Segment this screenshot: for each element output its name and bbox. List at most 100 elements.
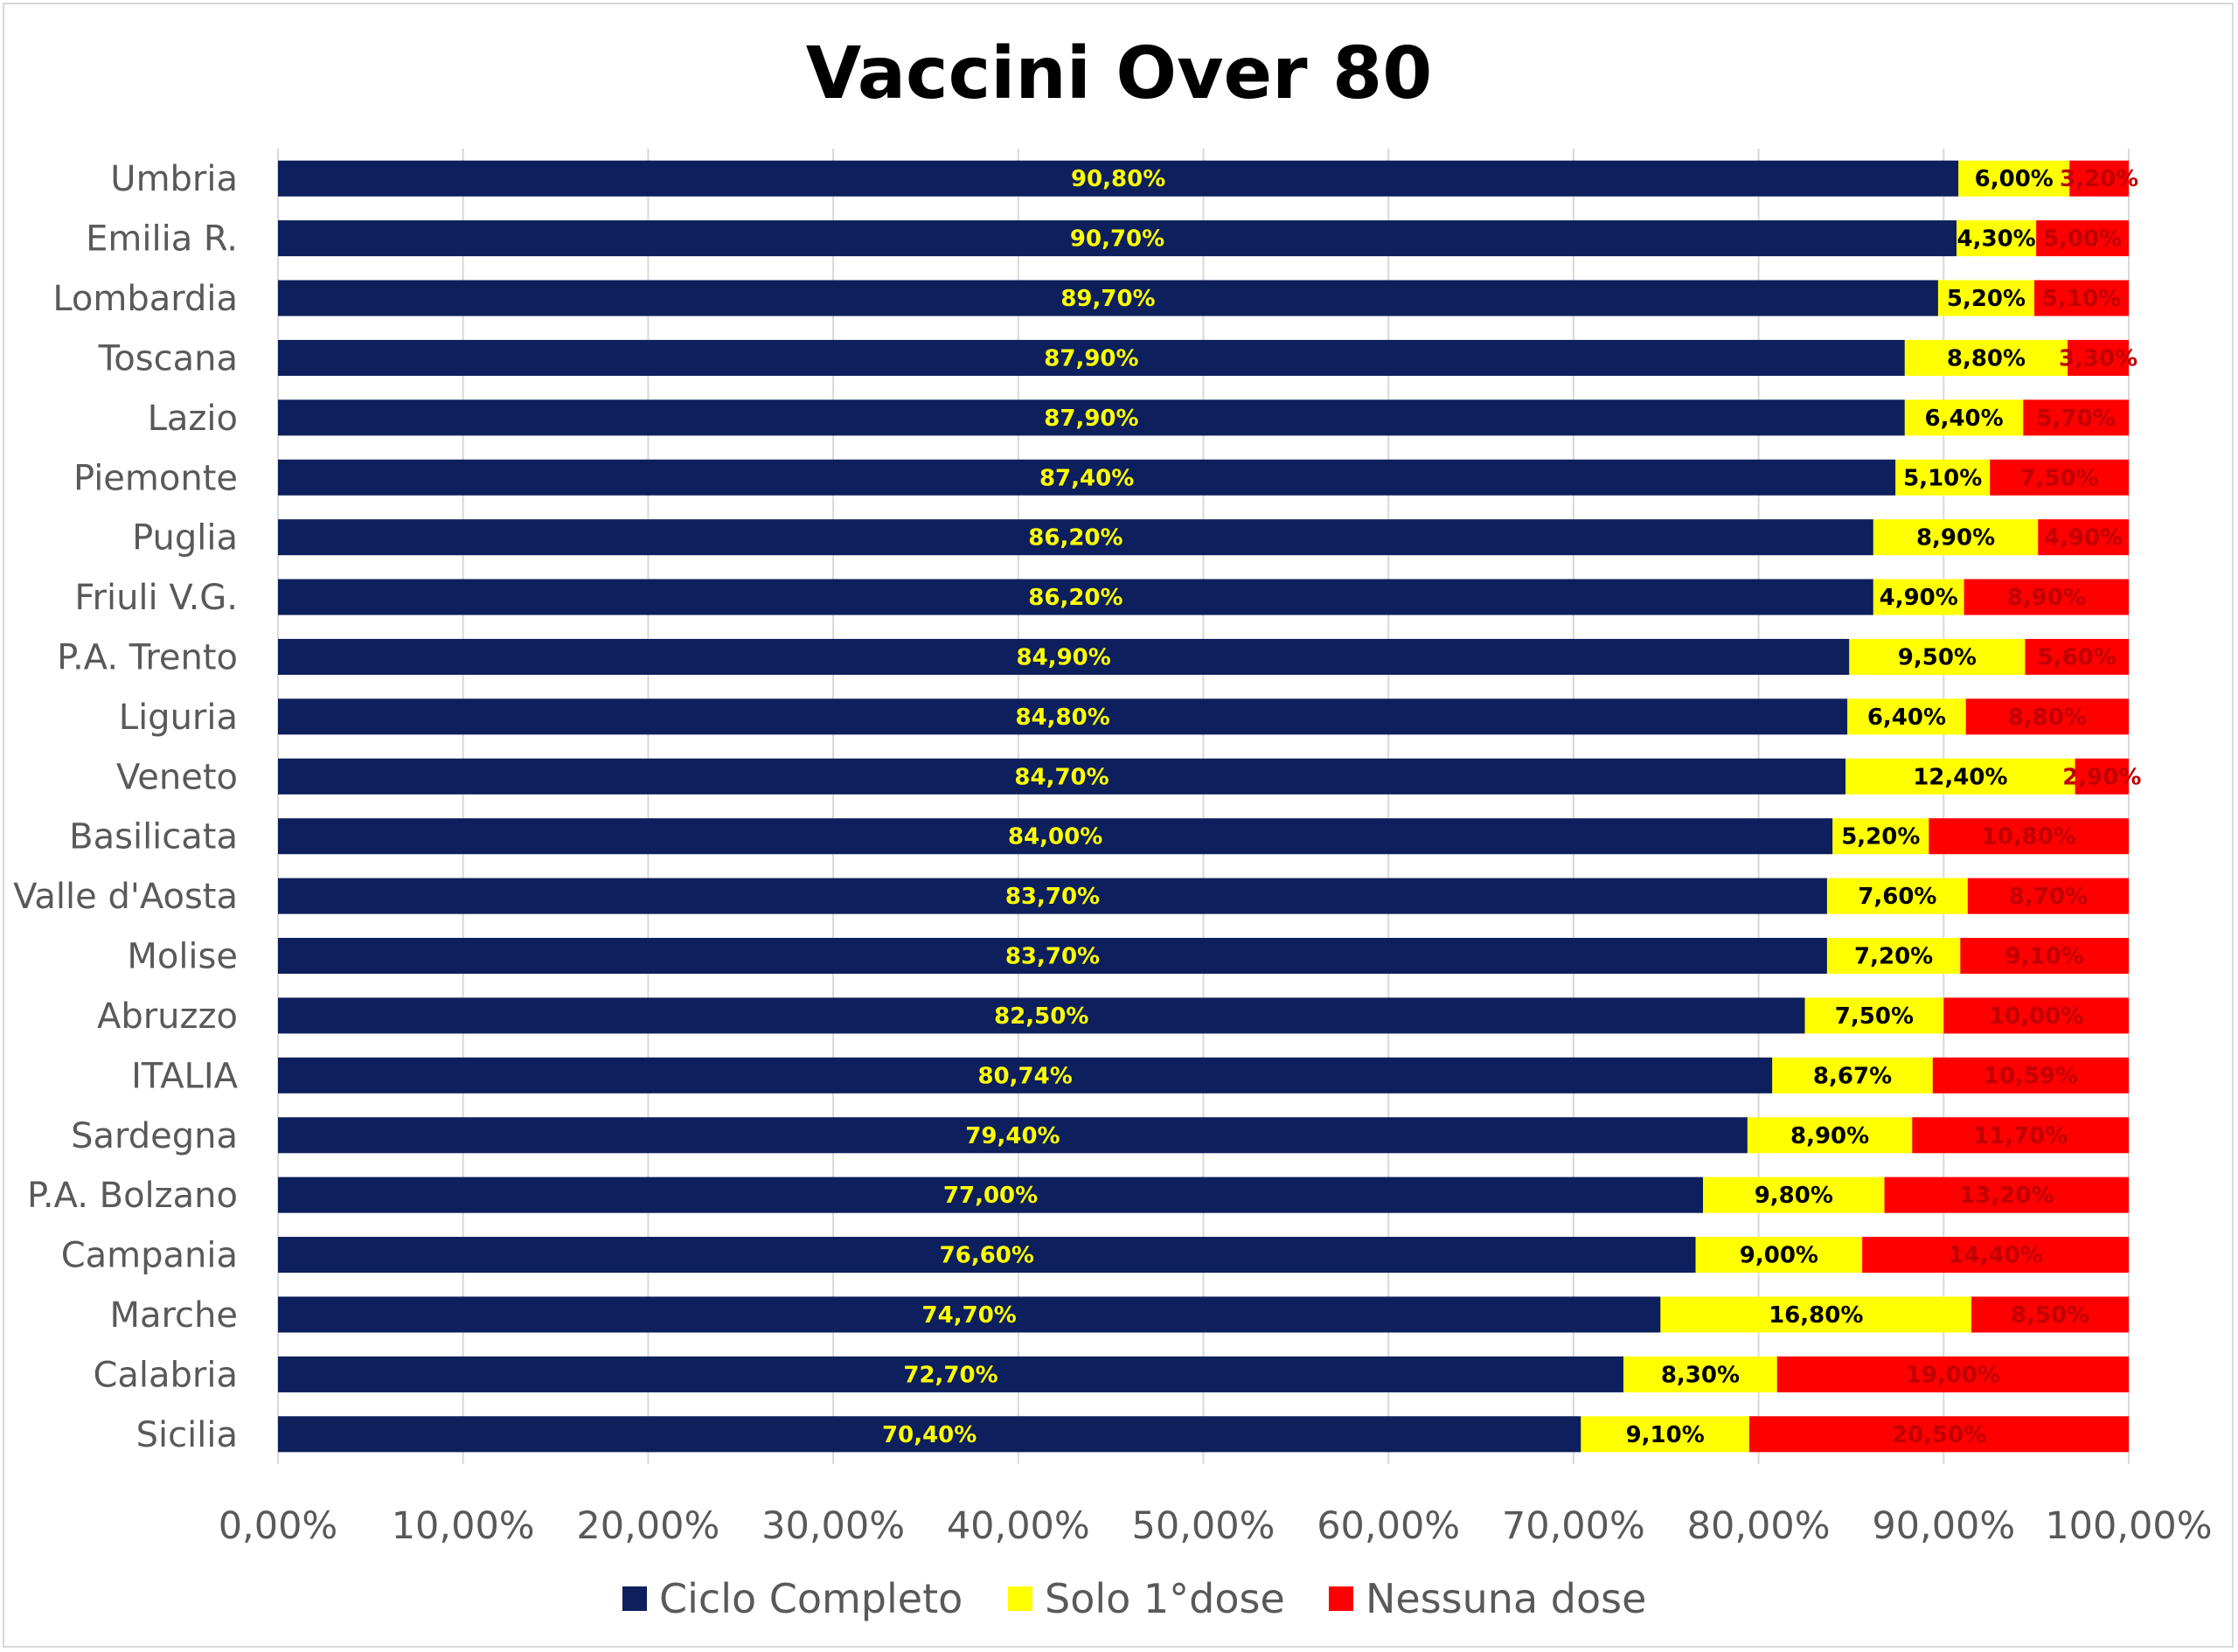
bar-segment xyxy=(278,1356,1624,1392)
data-label: 9,80% xyxy=(1755,1183,1833,1209)
data-label: 5,20% xyxy=(1947,286,2026,312)
bar-segment xyxy=(278,519,1873,556)
data-label: 8,67% xyxy=(1813,1063,1892,1089)
data-label: 9,50% xyxy=(1898,644,1977,670)
x-tick-label: 0,00% xyxy=(219,1504,338,1548)
data-label: 4,90% xyxy=(2044,525,2123,552)
data-label: 5,10% xyxy=(2042,286,2121,312)
data-label: 14,40% xyxy=(1948,1243,2042,1269)
bar-segment xyxy=(1965,698,2129,735)
bar-segment xyxy=(1990,459,2129,496)
data-label: 86,20% xyxy=(1028,585,1122,611)
category-label: Veneto xyxy=(116,757,238,797)
x-tick-label: 40,00% xyxy=(947,1504,1090,1548)
bar-segment xyxy=(2068,339,2129,376)
bar-segment xyxy=(1967,878,2129,914)
data-label: 8,70% xyxy=(2009,884,2088,910)
data-label: 89,70% xyxy=(1060,286,1155,312)
category-label: Sicilia xyxy=(136,1415,238,1455)
bar-segment xyxy=(2036,220,2129,257)
bar-segment xyxy=(278,220,1957,257)
category-label: Basilicata xyxy=(69,817,238,857)
bar-segment xyxy=(1904,339,2068,376)
data-label: 8,90% xyxy=(1790,1123,1869,1149)
category-label: Marche xyxy=(109,1295,238,1336)
data-label: 16,80% xyxy=(1769,1302,1863,1329)
data-label: 9,10% xyxy=(2005,944,2084,970)
data-label: 8,30% xyxy=(1661,1362,1740,1388)
data-label: 74,70% xyxy=(922,1302,1017,1329)
category-label: Emilia R. xyxy=(86,219,238,260)
data-label: 84,80% xyxy=(1015,705,1109,731)
data-label: 4,30% xyxy=(1957,226,2036,253)
data-label: 12,40% xyxy=(1913,764,2007,790)
bar-segment xyxy=(2034,280,2129,316)
bar-segment xyxy=(278,1296,1661,1333)
data-label: 7,50% xyxy=(2020,465,2099,491)
data-label: 8,90% xyxy=(2007,585,2086,611)
data-label: 84,90% xyxy=(1017,644,1111,670)
data-label: 72,70% xyxy=(903,1362,997,1388)
category-label: Abruzzo xyxy=(97,996,238,1037)
bar-segment xyxy=(1749,1416,2129,1453)
data-label: 6,00% xyxy=(1975,166,2054,192)
bar-segment xyxy=(2025,638,2129,675)
data-label: 20,50% xyxy=(1892,1422,1986,1448)
bar-segment xyxy=(278,579,1873,615)
data-label: 77,00% xyxy=(943,1183,1038,1209)
category-label: Calabria xyxy=(93,1355,238,1395)
data-label: 9,10% xyxy=(1626,1422,1705,1448)
data-label: 8,80% xyxy=(2008,705,2087,731)
bar-segment xyxy=(278,1057,1773,1093)
x-tick-label: 70,00% xyxy=(1502,1504,1645,1548)
bars xyxy=(278,160,2129,1453)
bar-segment xyxy=(1873,579,1964,615)
bar-segment xyxy=(1747,1117,1913,1154)
bar-segment xyxy=(2069,160,2129,197)
bar-segment xyxy=(278,280,1938,316)
bar-segment xyxy=(278,399,1905,436)
bar-segment xyxy=(1912,1117,2129,1154)
bar-segment xyxy=(1937,280,2035,316)
bar-segment xyxy=(278,160,1959,197)
chart-title: Vaccini Over 80 xyxy=(806,32,1433,115)
x-tick-label: 100,00% xyxy=(2045,1504,2212,1548)
bar-segment xyxy=(1904,399,2024,436)
data-label: 87,90% xyxy=(1044,345,1138,371)
category-labels: Umbria Emilia R. Lombardia Toscana Lazio Piem… xyxy=(13,159,239,1455)
data-label: 87,40% xyxy=(1039,465,1134,491)
data-label: 83,70% xyxy=(1005,884,1100,910)
category-label: Piemonte xyxy=(73,458,238,498)
legend-label: Ciclo Completo xyxy=(659,1575,963,1622)
bar-segment xyxy=(278,1177,1704,1213)
bar-segment xyxy=(2023,399,2129,436)
category-label: P.A. Trento xyxy=(57,637,238,677)
bar-segment xyxy=(1862,1237,2129,1274)
x-tick-label: 20,00% xyxy=(576,1504,719,1548)
category-label: ITALIA xyxy=(131,1056,239,1096)
x-tick-label: 90,00% xyxy=(1872,1504,2015,1548)
x-tick-label: 60,00% xyxy=(1317,1504,1460,1548)
legend: Ciclo Completo Solo 1°dose Nessuna dose xyxy=(622,1575,1646,1622)
bar-segment xyxy=(278,698,1848,735)
category-label: Friuli V.G. xyxy=(74,578,238,618)
bar-segment xyxy=(1957,220,2037,257)
bar-segment xyxy=(1895,459,1991,496)
data-label: 6,40% xyxy=(1867,705,1946,731)
data-label: 76,60% xyxy=(940,1243,1034,1269)
data-label: 7,50% xyxy=(1835,1003,1914,1030)
data-label: 3,20% xyxy=(2060,166,2138,192)
category-label: Sardegna xyxy=(71,1116,238,1156)
bar-segment xyxy=(1832,818,1929,855)
data-label: 70,40% xyxy=(882,1422,977,1448)
data-label: 4,90% xyxy=(1880,585,1958,611)
bar-segment xyxy=(278,339,1905,376)
data-label: 83,70% xyxy=(1005,944,1100,970)
data-label: 8,90% xyxy=(1916,525,1995,552)
bar-segment xyxy=(278,459,1896,496)
category-label: Umbria xyxy=(110,159,238,199)
category-label: Molise xyxy=(127,937,238,977)
legend-swatch xyxy=(1329,1586,1353,1611)
data-label: 9,00% xyxy=(1740,1243,1818,1269)
bar-segment xyxy=(1695,1237,1863,1274)
